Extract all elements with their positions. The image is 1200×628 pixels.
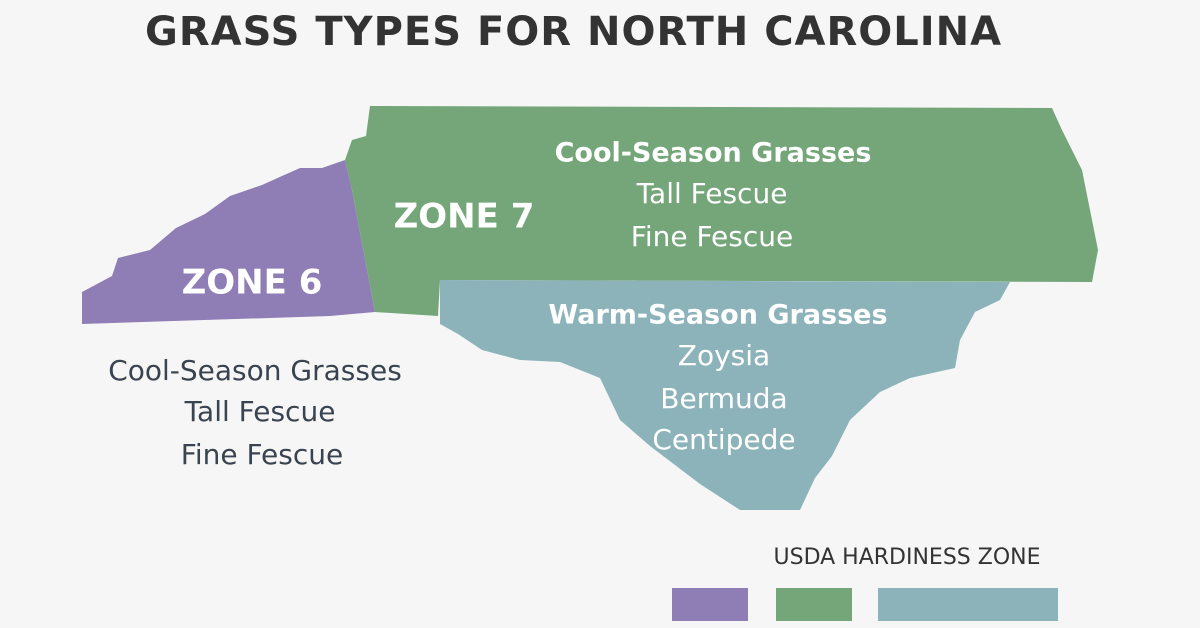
warm-season-region xyxy=(440,280,1010,510)
grass-item: Bermuda xyxy=(660,382,787,415)
title: GRASS TYPES FOR NORTH CAROLINA xyxy=(145,9,1002,55)
zone-label: ZONE 6 xyxy=(182,263,323,303)
legend-swatch xyxy=(878,588,1058,621)
grass-item: Tall Fescue xyxy=(636,177,788,210)
zone-label: ZONE 7 xyxy=(394,197,535,237)
legend-swatch xyxy=(776,588,852,621)
grass-heading: Cool-Season Grasses xyxy=(555,138,872,169)
grass-item: Fine Fescue xyxy=(631,220,793,253)
legend-title: USDA HARDINESS ZONE xyxy=(774,545,1041,570)
legend-swatch xyxy=(672,588,748,621)
grass-item: Zoysia xyxy=(678,339,770,372)
grass-item: Fine Fescue xyxy=(181,438,343,471)
zone-6-region xyxy=(82,160,375,324)
zone-7-region xyxy=(345,106,1098,316)
grass-item: Centipede xyxy=(652,423,795,456)
grass-heading: Warm-Season Grasses xyxy=(548,300,887,331)
grass-heading: Cool-Season Grasses xyxy=(108,354,402,387)
grass-item: Tall Fescue xyxy=(184,395,336,428)
